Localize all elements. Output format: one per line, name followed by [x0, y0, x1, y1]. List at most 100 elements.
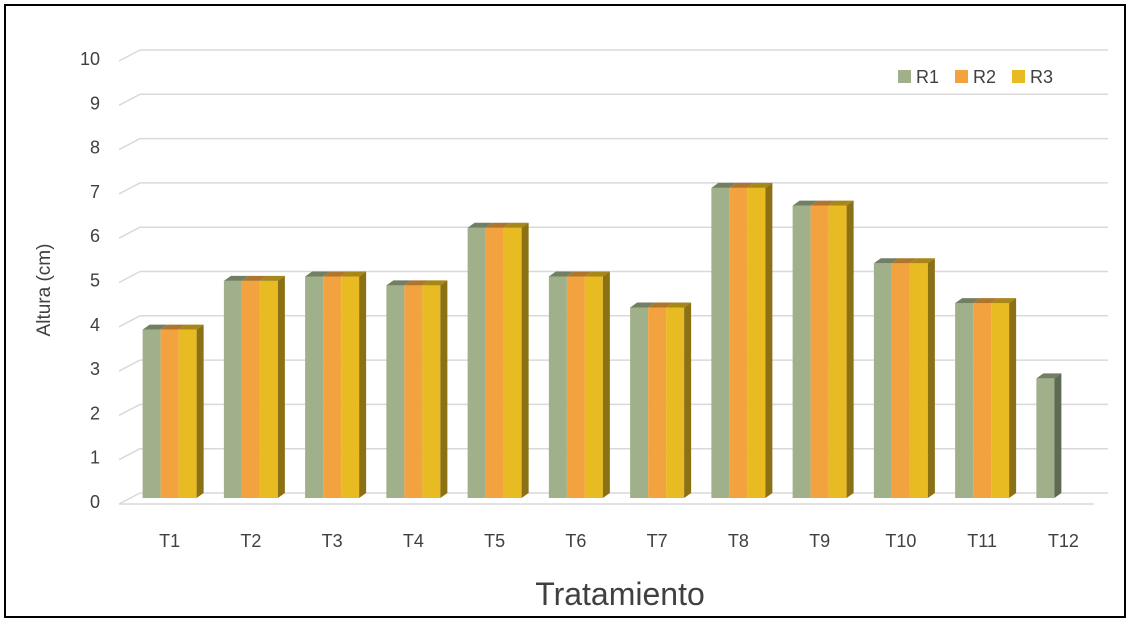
bar-r2-t11: [973, 298, 999, 498]
bar-front: [503, 227, 522, 498]
y-tick-label: 1: [90, 448, 100, 468]
bar-front: [386, 285, 405, 498]
bar-front: [584, 276, 603, 498]
x-tick-label: T5: [484, 531, 505, 551]
x-tick-label: T10: [885, 531, 916, 551]
bar-side: [440, 280, 448, 498]
x-tick-label: T8: [728, 531, 749, 551]
bar-r3-t2: [259, 275, 285, 498]
y-tick-label: 4: [90, 315, 100, 335]
bar-top: [341, 271, 367, 277]
x-axis-title: Tratamiento: [535, 576, 705, 612]
gridline-depth: [118, 448, 141, 461]
bar-side: [196, 324, 204, 498]
legend-swatch: [1012, 70, 1025, 83]
bar-top: [729, 182, 755, 188]
y-tick-labels: 0 1 2 3 4 5 6 7 8 9 10: [80, 49, 100, 512]
bar-front: [991, 303, 1010, 498]
bar-side: [684, 302, 692, 498]
bar-r3-t10: [909, 258, 935, 498]
bar-top: [810, 200, 836, 206]
legend-label: R1: [916, 67, 939, 87]
bar-r2-t1: [160, 324, 186, 498]
x-tick-label: T7: [647, 531, 668, 551]
bar-top: [566, 271, 592, 277]
bar-front: [178, 329, 197, 498]
bar-r3-t3: [341, 271, 367, 498]
bar-front: [747, 187, 766, 498]
bar-r2-t3: [323, 271, 349, 498]
bar-top: [467, 222, 493, 228]
bar-r2-t10: [891, 258, 917, 498]
gridline-depth: [118, 270, 141, 284]
bar-r1-t5: [467, 222, 493, 498]
gridline-depth: [118, 359, 141, 372]
bar-top: [386, 280, 412, 286]
bar-front: [566, 276, 585, 498]
gridline-depth: [118, 226, 141, 239]
bar-r3-t11: [991, 298, 1017, 498]
bar-r3-t5: [503, 222, 529, 498]
bar-r1-t1: [142, 324, 168, 498]
bar-front: [711, 187, 730, 498]
bar-r3-t1: [178, 324, 204, 498]
x-tick-label: T4: [403, 531, 424, 551]
y-tick-label: 8: [90, 138, 100, 158]
bar-top: [648, 302, 674, 308]
bar-top: [485, 222, 511, 228]
bar-r2-t6: [566, 271, 592, 498]
bar-top: [178, 324, 204, 330]
legend-label: R2: [973, 67, 996, 87]
bar-front: [548, 276, 567, 498]
bar-front: [792, 205, 811, 498]
bar-r3-t6: [584, 271, 610, 498]
bar-top: [503, 222, 529, 228]
bar-top: [548, 271, 574, 277]
x-tick-label: T9: [809, 531, 830, 551]
x-tick-labels: T1 T2 T3 T4 T5 T6 T7 T8 T9 T10 T11 T12: [159, 531, 1079, 551]
bar-top: [630, 302, 656, 308]
bar-top: [792, 200, 818, 206]
bar-r2-t8: [729, 182, 755, 498]
legend-label: R3: [1030, 67, 1053, 87]
bar-r2-t9: [810, 200, 836, 498]
legend-item-r1: R1: [898, 67, 939, 87]
bar-front: [422, 285, 441, 498]
bar-side: [927, 258, 935, 498]
bar-top: [666, 302, 692, 308]
bar-r2-t4: [404, 280, 430, 498]
bar-front: [341, 276, 360, 498]
bar-top: [422, 280, 448, 286]
legend-swatch: [898, 70, 911, 83]
bar-front: [955, 303, 974, 498]
bar-side: [765, 182, 773, 498]
bar-front: [160, 329, 179, 498]
bar-side: [521, 222, 529, 498]
x-tick-label: T6: [565, 531, 586, 551]
bar-r1-t9: [792, 200, 818, 498]
bar-top: [305, 271, 331, 277]
legend-item-r2: R2: [955, 67, 996, 87]
y-tick-label: 9: [90, 93, 100, 113]
bar-top: [584, 271, 610, 277]
bar-top: [223, 275, 249, 281]
bar-front: [241, 280, 260, 498]
bar-front: [666, 307, 685, 498]
y-tick-label: 2: [90, 403, 100, 423]
y-tick-label: 7: [90, 182, 100, 202]
bar-front: [648, 307, 667, 498]
bar-top: [142, 324, 168, 330]
bar-r3-t7: [666, 302, 692, 498]
x-tick-label: T1: [159, 531, 180, 551]
bar-front: [485, 227, 504, 498]
x-tick-label: T3: [322, 531, 343, 551]
bar-r1-t3: [305, 271, 331, 498]
bar-r3-t4: [422, 280, 448, 498]
bar-side: [277, 275, 285, 498]
bar-top: [973, 298, 999, 304]
legend-item-r3: R3: [1012, 67, 1053, 87]
bar-r1-t8: [711, 182, 737, 498]
bar-top: [259, 275, 285, 281]
gridlines: [118, 49, 1108, 505]
